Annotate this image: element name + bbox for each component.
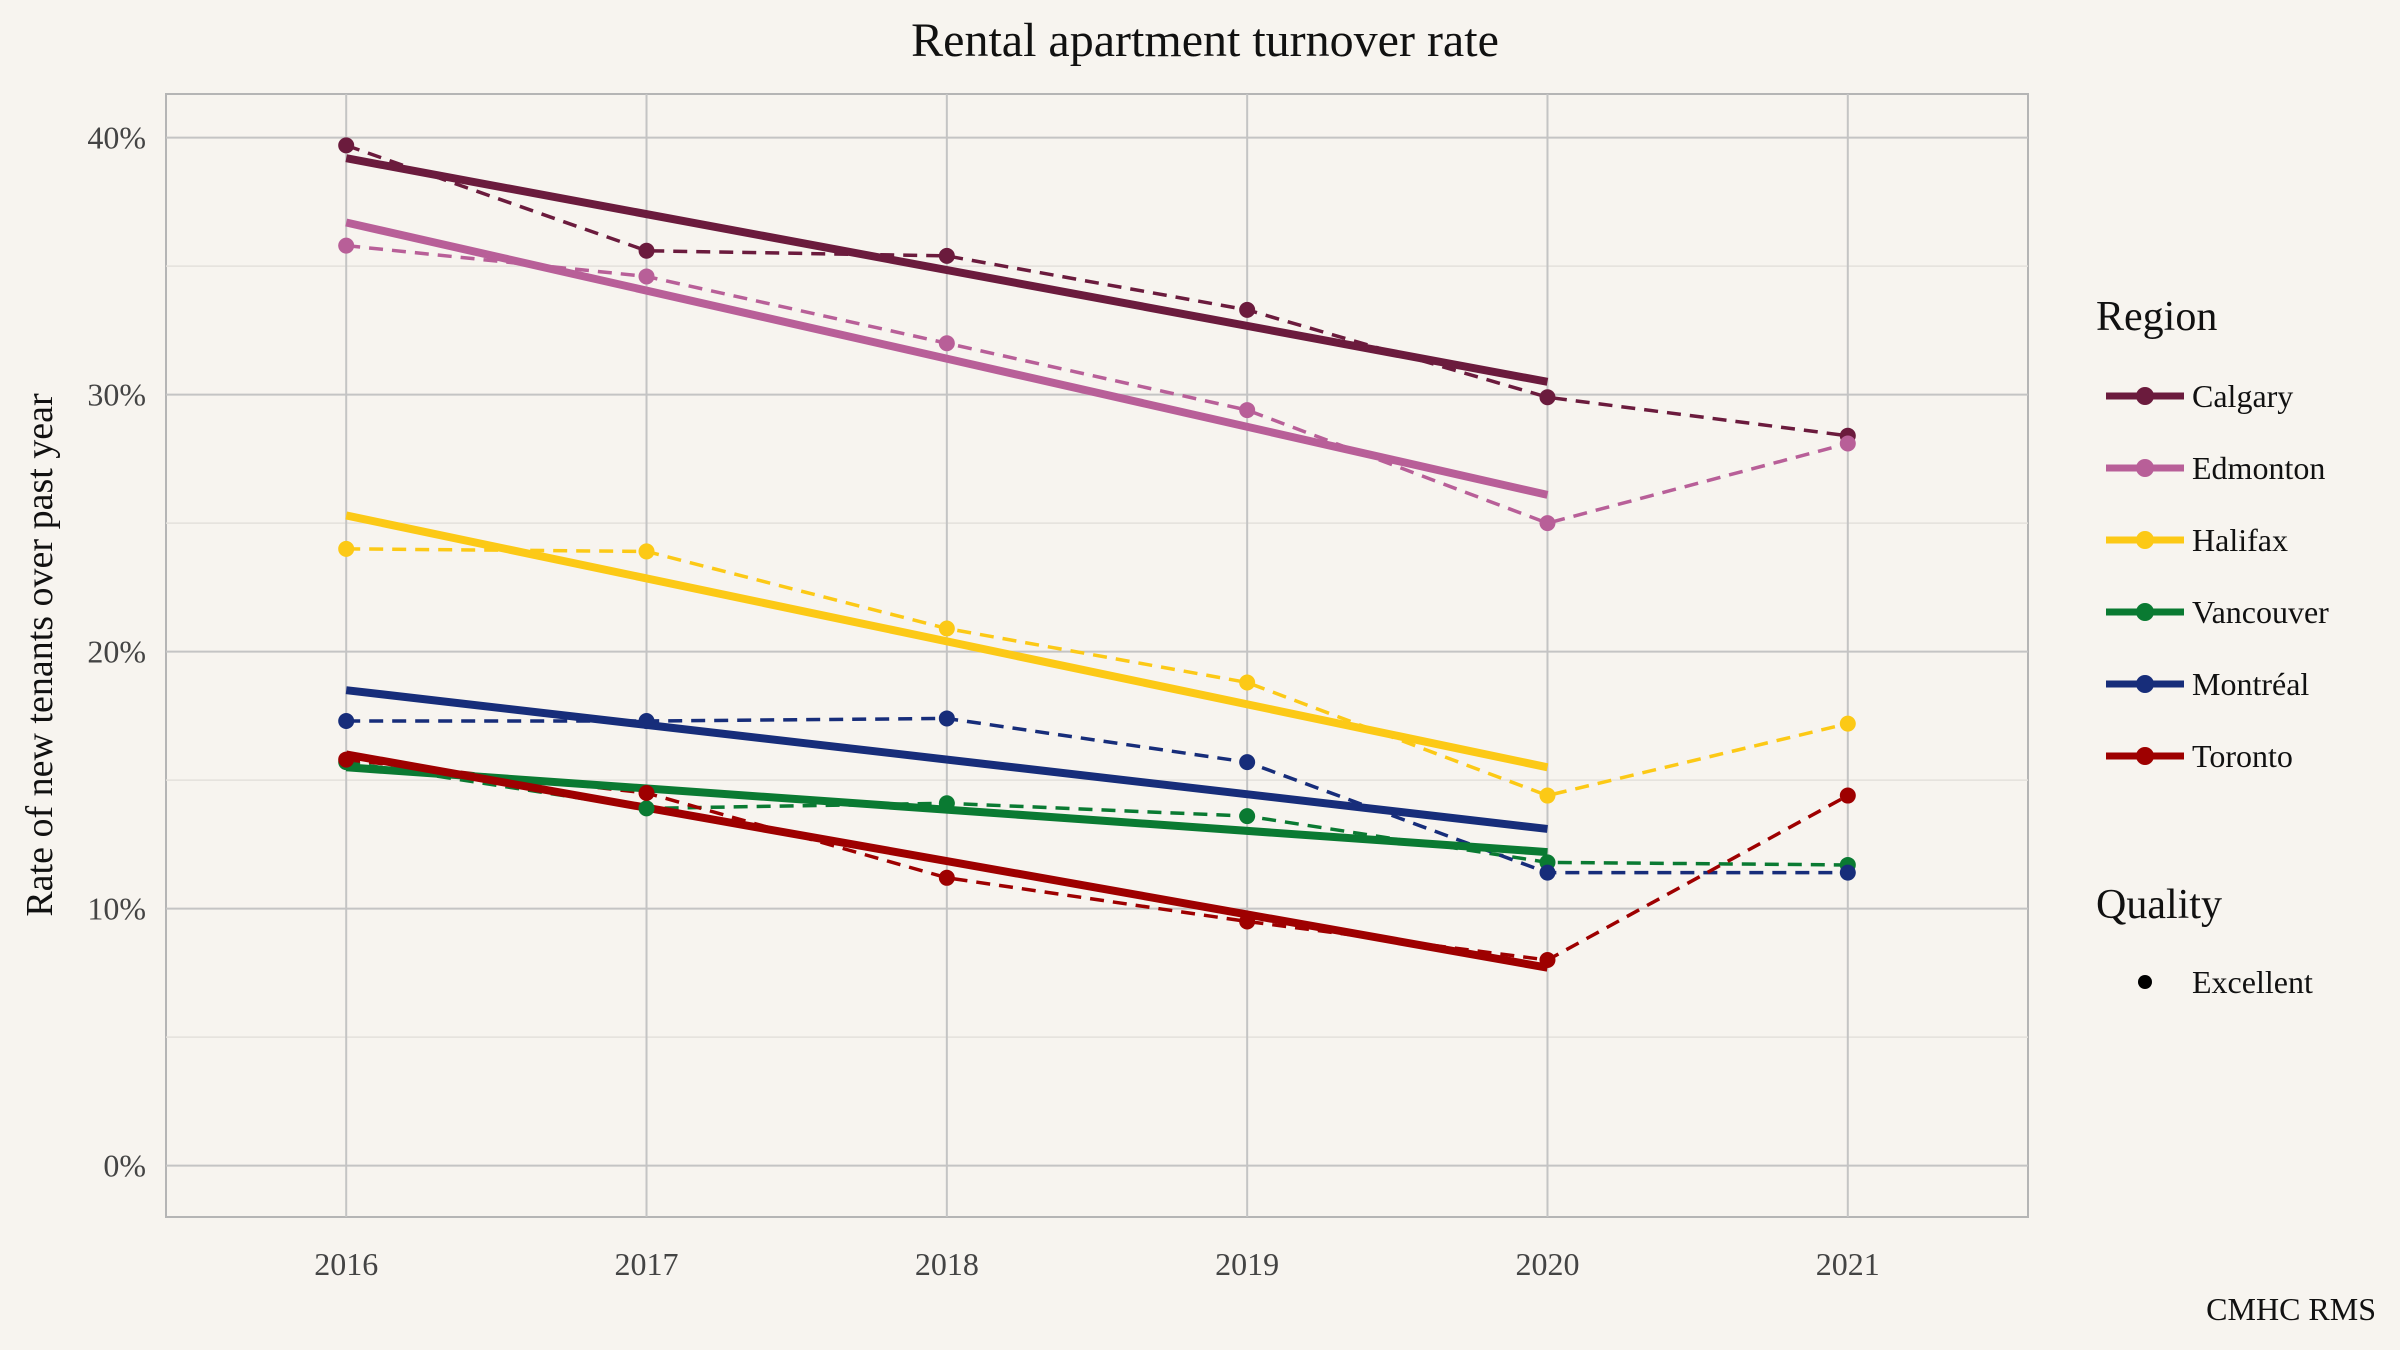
- y-tick-label: 20%: [87, 634, 146, 670]
- data-point-vancouver: [938, 795, 955, 812]
- data-point-toronto: [938, 869, 955, 886]
- data-point-edmonton: [938, 335, 955, 352]
- legend: Region Calgary Edmonton Halifax Vancouver Mo…: [2096, 294, 2329, 1000]
- legend-key-point: [2136, 675, 2154, 693]
- legend-label: Montréal: [2192, 666, 2309, 702]
- data-point-halifax: [1539, 787, 1556, 804]
- legend-quality-label: Excellent: [2192, 964, 2313, 1000]
- legend-key-point: [2136, 459, 2154, 477]
- trend-line-halifax: [345, 511, 1549, 772]
- trend-line-montréal: [345, 686, 1548, 833]
- legend-key-point: [2136, 747, 2154, 765]
- gridlines: [166, 94, 2028, 1217]
- legend-key-point: [2136, 531, 2154, 549]
- x-tick-label: 2021: [1816, 1246, 1880, 1282]
- data-point-halifax: [938, 620, 955, 637]
- data-point-edmonton: [638, 268, 655, 285]
- data-point-calgary: [638, 242, 655, 259]
- series-line-montréal: [346, 716, 1848, 875]
- data-point-toronto: [1839, 787, 1856, 804]
- series-line-edmonton: [346, 243, 1849, 525]
- y-tick-label: 0%: [103, 1148, 146, 1184]
- x-tick-label: 2017: [615, 1246, 679, 1282]
- series-line-calgary: [345, 143, 1849, 438]
- legend-label: Calgary: [2192, 378, 2293, 414]
- legend-label: Halifax: [2192, 522, 2288, 558]
- data-point-montréal: [338, 713, 355, 730]
- trend-line-edmonton: [345, 218, 1549, 499]
- data-point-halifax: [1839, 715, 1856, 732]
- data-point-edmonton: [1239, 402, 1256, 419]
- series-line-halifax: [346, 547, 1849, 798]
- x-tick-label: 2019: [1215, 1246, 1279, 1282]
- data-point-halifax: [638, 543, 655, 560]
- legend-title-quality: Quality: [2096, 882, 2222, 928]
- y-axis-ticks: 0% 10% 20% 30% 40%: [87, 120, 146, 1184]
- legend-label: Edmonton: [2192, 450, 2325, 486]
- legend-key-point: [2136, 387, 2154, 405]
- data-point-toronto: [338, 751, 355, 768]
- y-axis-label: Rate of new tenants over past year: [19, 393, 61, 917]
- y-tick-label: 40%: [87, 120, 146, 156]
- series-group: [338, 137, 1856, 972]
- data-point-toronto: [638, 784, 655, 801]
- data-point-toronto: [1539, 952, 1556, 969]
- chart-title: Rental apartment turnover rate: [911, 14, 1499, 67]
- legend-quality-marker: [2138, 975, 2152, 989]
- data-point-calgary: [1239, 301, 1256, 318]
- data-point-vancouver: [638, 800, 655, 817]
- legend-label: Toronto: [2192, 738, 2293, 774]
- data-point-montréal: [938, 710, 955, 727]
- data-point-edmonton: [1839, 435, 1856, 452]
- x-axis-ticks: 2016 2017 2018 2019 2020 2021: [314, 1246, 1880, 1282]
- x-tick-label: 2018: [915, 1246, 979, 1282]
- data-point-calgary: [938, 247, 955, 264]
- data-point-calgary: [1539, 389, 1556, 406]
- series-line-toronto: [346, 757, 1849, 962]
- trend-line-toronto: [345, 750, 1549, 972]
- data-point-halifax: [1239, 674, 1256, 691]
- data-point-montréal: [1239, 754, 1256, 771]
- data-point-halifax: [338, 540, 355, 557]
- legend-label: Vancouver: [2192, 594, 2329, 630]
- trend-line-calgary: [345, 154, 1549, 386]
- data-point-montréal: [638, 713, 655, 730]
- legend-key-point: [2136, 603, 2154, 621]
- x-tick-label: 2020: [1515, 1246, 1579, 1282]
- legend-title-region: Region: [2096, 294, 2217, 340]
- data-point-edmonton: [338, 237, 355, 254]
- data-point-vancouver: [1239, 808, 1256, 825]
- y-tick-label: 30%: [87, 377, 146, 413]
- x-tick-label: 2016: [314, 1246, 378, 1282]
- data-point-toronto: [1239, 913, 1256, 930]
- data-point-edmonton: [1539, 515, 1556, 532]
- data-point-montréal: [1539, 864, 1556, 881]
- plot-panel-border: [165, 93, 2029, 1218]
- data-point-calgary: [338, 137, 355, 154]
- data-point-montréal: [1839, 864, 1856, 881]
- legend-region-items: Calgary Edmonton Halifax Vancouver Montréal T…: [2106, 378, 2329, 774]
- caption: CMHC RMS: [2206, 1291, 2376, 1327]
- y-tick-label: 10%: [87, 891, 146, 927]
